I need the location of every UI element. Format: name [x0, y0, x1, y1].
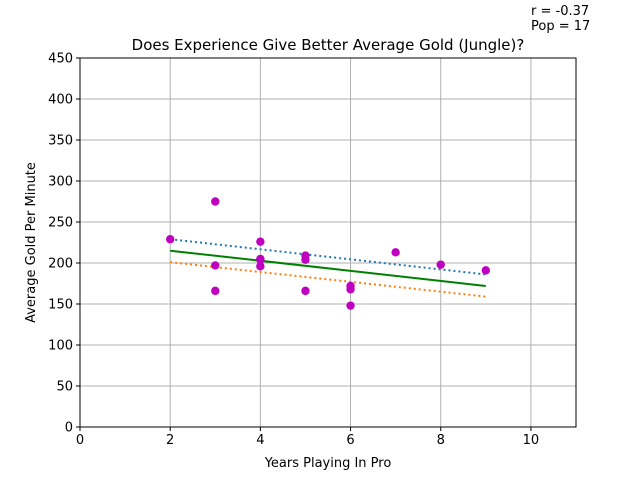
x-tick-label: 2: [166, 433, 174, 448]
correlation-text: r = -0.37: [531, 4, 590, 19]
data-points: [165, 197, 491, 310]
data-point: [481, 266, 491, 275]
x-tick-label: 8: [437, 433, 445, 448]
grid: [79, 57, 576, 428]
x-axis-ticks: 0 2 4 6 8 10: [76, 427, 539, 448]
trend-lines: [170, 238, 486, 298]
y-tick-label: 0: [65, 421, 73, 436]
data-point: [301, 286, 310, 296]
x-tick-label: 10: [523, 433, 540, 448]
y-axis-label: Average Gold Per Minute: [24, 162, 39, 323]
y-tick-label: 400: [48, 93, 73, 108]
data-point: [211, 197, 220, 206]
population-text: Pop = 17: [531, 19, 591, 34]
y-tick-label: 350: [48, 134, 73, 149]
y-tick-label: 150: [48, 298, 73, 313]
plot-frame: [79, 57, 577, 428]
stats-annotation: r = -0.37 Pop = 17: [531, 4, 590, 34]
data-point: [346, 285, 355, 294]
y-tick-label: 300: [48, 175, 73, 190]
y-tick-label: 250: [48, 216, 73, 231]
data-point: [346, 301, 355, 310]
data-point: [391, 248, 400, 257]
data-point: [436, 260, 445, 269]
data-point: [256, 262, 265, 271]
data-point: [165, 235, 175, 244]
x-axis-label: Years Playing In Pro: [264, 456, 392, 471]
y-axis-ticks: 0 50 100 150 200 250 300 350 400 450: [48, 52, 80, 436]
x-tick-label: 0: [76, 433, 84, 448]
y-tick-label: 100: [48, 339, 73, 354]
x-tick-label: 6: [346, 433, 354, 448]
trend-line: [170, 249, 486, 287]
data-point: [211, 286, 220, 296]
x-tick-label: 4: [256, 433, 264, 448]
data-point: [256, 237, 265, 246]
data-point: [256, 255, 265, 264]
data-point: [301, 255, 310, 264]
y-tick-label: 50: [56, 380, 73, 395]
y-tick-label: 200: [48, 257, 73, 272]
data-point: [211, 261, 220, 270]
chart-title: Does Experience Give Better Average Gold…: [132, 36, 525, 54]
y-tick-label: 450: [48, 52, 73, 67]
